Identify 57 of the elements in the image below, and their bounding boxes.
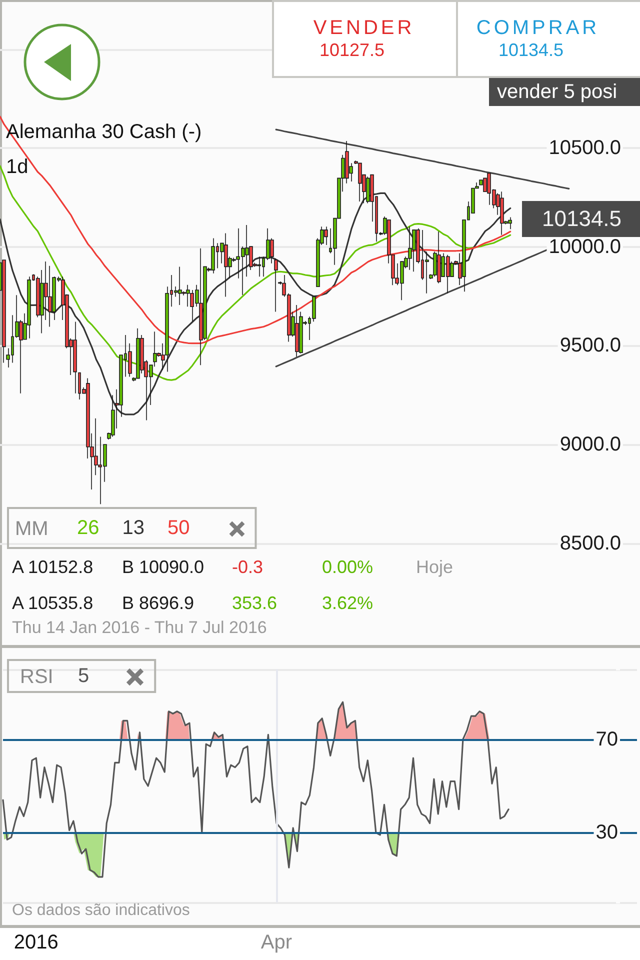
y-tick-label: 30	[596, 822, 618, 844]
candlestick	[199, 248, 203, 366]
annotation: Os dados são indicativos	[12, 901, 190, 921]
candlestick	[48, 266, 52, 328]
annotation: 3.62%	[322, 593, 374, 615]
annotation: 10134.5	[542, 206, 622, 232]
x-tick-label: 2016	[14, 932, 58, 954]
annotation: 353.6	[232, 593, 278, 615]
candlestick	[224, 232, 228, 298]
y-tick-label: 9500.0	[560, 334, 621, 357]
candlestick	[2, 260, 6, 364]
candlestick	[295, 304, 299, 358]
line-series	[275, 248, 549, 368]
annotation: 0.00%	[322, 557, 374, 579]
candlestick	[257, 256, 261, 277]
position-tag: vender 5 posi	[489, 78, 640, 106]
y-tick-label: 8500.0	[560, 532, 621, 554]
line-series	[0, 192, 512, 416]
line-series	[0, 116, 512, 344]
candlestick	[437, 231, 441, 284]
annotation: vender 5 posi	[497, 81, 618, 103]
candlestick	[324, 226, 328, 246]
annotation: B 8696.9	[122, 593, 194, 615]
text: 1d	[6, 156, 28, 178]
annotation: A 10535.8	[12, 593, 94, 615]
annotation: VENDER	[313, 16, 415, 40]
annotation: Thu 14 Jan 2016 - Thu 7 Jul 2016	[12, 618, 267, 638]
annotation: B 10090.0	[122, 557, 204, 579]
candlestick	[358, 162, 362, 202]
annotation: 10134.5	[498, 40, 564, 62]
y-tick-label: 70	[596, 728, 618, 750]
text: 13	[122, 517, 144, 539]
annotation: 10127.5	[319, 40, 385, 62]
candlestick	[412, 230, 416, 272]
candlestick	[408, 226, 412, 270]
candlestick	[508, 216, 512, 230]
text: 26	[77, 517, 100, 539]
annotation: Hoje	[416, 557, 454, 579]
candlestick	[27, 276, 31, 339]
text: 5	[78, 665, 90, 687]
candlestick	[178, 266, 182, 306]
annotation: A 10152.8	[12, 557, 94, 579]
legend-title: MM	[15, 518, 48, 540]
y-tick-label: 9000.0	[560, 433, 621, 456]
x-tick-label: Apr	[260, 932, 292, 954]
legend-title: RSI	[20, 666, 54, 688]
candlestick	[73, 321, 77, 394]
y-tick-label: 10500.0	[548, 137, 621, 160]
text: 50	[167, 517, 190, 539]
price-tag: 10134.5	[522, 201, 640, 237]
candlestick	[500, 191, 504, 236]
line-series	[2, 701, 510, 878]
candlestick	[211, 238, 215, 274]
candlestick	[274, 258, 278, 312]
y-tick-label: 10000.0	[548, 236, 621, 258]
annotation: COMPRAR	[476, 16, 600, 40]
annotation: -0.3	[232, 557, 264, 579]
